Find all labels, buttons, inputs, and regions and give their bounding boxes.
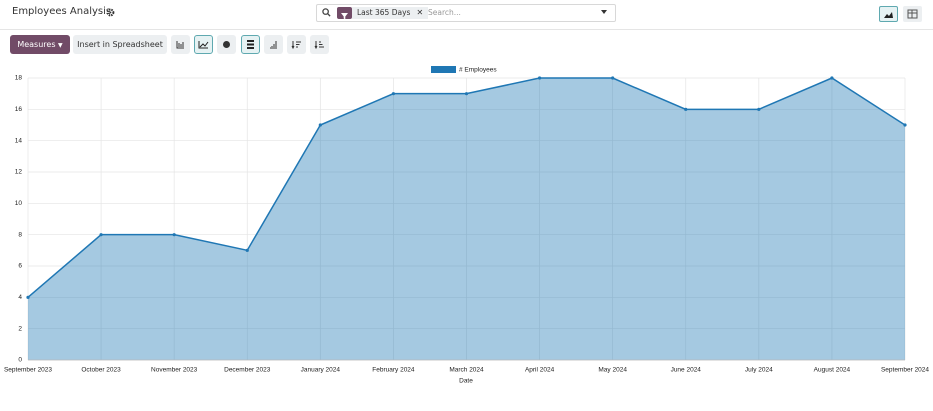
y-tick-label: 6 xyxy=(18,263,22,270)
x-tick-label: December 2023 xyxy=(224,367,271,374)
y-tick-label: 0 xyxy=(18,357,22,364)
data-point xyxy=(611,76,615,80)
x-tick-label: April 2024 xyxy=(525,367,555,374)
data-point xyxy=(172,233,176,237)
data-point xyxy=(684,107,688,111)
x-tick-label: November 2023 xyxy=(151,367,198,374)
search-placeholder[interactable]: Search... xyxy=(428,8,461,17)
y-tick-label: 10 xyxy=(15,200,23,207)
stacked-button[interactable] xyxy=(241,35,260,54)
x-tick-label: September 2024 xyxy=(881,367,929,374)
x-tick-label: August 2024 xyxy=(814,367,851,374)
x-tick-label: July 2024 xyxy=(745,367,773,374)
bar-chart-button[interactable] xyxy=(171,35,190,54)
legend-label: # Employees xyxy=(459,67,497,74)
data-point xyxy=(903,123,907,127)
data-point xyxy=(464,92,469,96)
line-chart-button[interactable] xyxy=(194,35,213,54)
filter-icon xyxy=(337,7,352,20)
insert-spreadsheet-button[interactable]: Insert in Spreadsheet xyxy=(73,35,167,54)
y-tick-label: 14 xyxy=(15,137,23,144)
search-icon xyxy=(322,8,331,17)
graph-view-button[interactable] xyxy=(879,6,898,22)
y-tick-label: 8 xyxy=(18,231,22,238)
search-dropdown[interactable] xyxy=(601,10,607,14)
x-tick-label: January 2024 xyxy=(301,367,341,374)
measures-button[interactable]: Measures ▼ xyxy=(10,35,70,54)
header-divider xyxy=(0,29,933,30)
data-point xyxy=(757,107,761,111)
pie-chart-button[interactable] xyxy=(217,35,236,54)
x-tick-label: May 2024 xyxy=(598,367,627,374)
data-point xyxy=(245,248,249,252)
x-tick-label: September 2023 xyxy=(4,367,52,374)
sort-desc-button[interactable] xyxy=(287,35,306,54)
facet-label: Last 365 Days xyxy=(357,8,411,17)
pivot-view-button[interactable] xyxy=(903,6,922,22)
data-point xyxy=(26,295,30,299)
x-tick-label: February 2024 xyxy=(372,367,415,374)
x-tick-label: June 2024 xyxy=(671,367,702,374)
data-point xyxy=(391,92,396,96)
y-tick-label: 12 xyxy=(15,169,23,176)
data-point xyxy=(537,76,542,80)
y-tick-label: 4 xyxy=(18,294,22,301)
area-fill xyxy=(28,78,905,360)
x-axis-title: Date xyxy=(459,378,473,385)
y-tick-label: 18 xyxy=(15,75,23,82)
search-facet: Last 365 Days ✕ xyxy=(352,7,429,19)
sort-asc-button[interactable] xyxy=(310,35,329,54)
measures-label: Measures xyxy=(17,40,56,49)
settings-icon[interactable] xyxy=(106,8,115,17)
facet-remove[interactable]: ✕ xyxy=(416,8,424,17)
legend-swatch xyxy=(431,66,456,73)
x-tick-label: March 2024 xyxy=(449,367,484,374)
search-box[interactable] xyxy=(316,4,616,22)
cumulative-button[interactable] xyxy=(264,35,283,54)
y-tick-label: 2 xyxy=(18,325,22,332)
page-title: Employees Analysis xyxy=(12,6,112,17)
y-tick-label: 16 xyxy=(15,106,23,113)
data-point xyxy=(830,76,834,80)
data-point xyxy=(99,233,103,237)
data-point xyxy=(318,123,322,127)
x-tick-label: October 2023 xyxy=(81,367,121,374)
